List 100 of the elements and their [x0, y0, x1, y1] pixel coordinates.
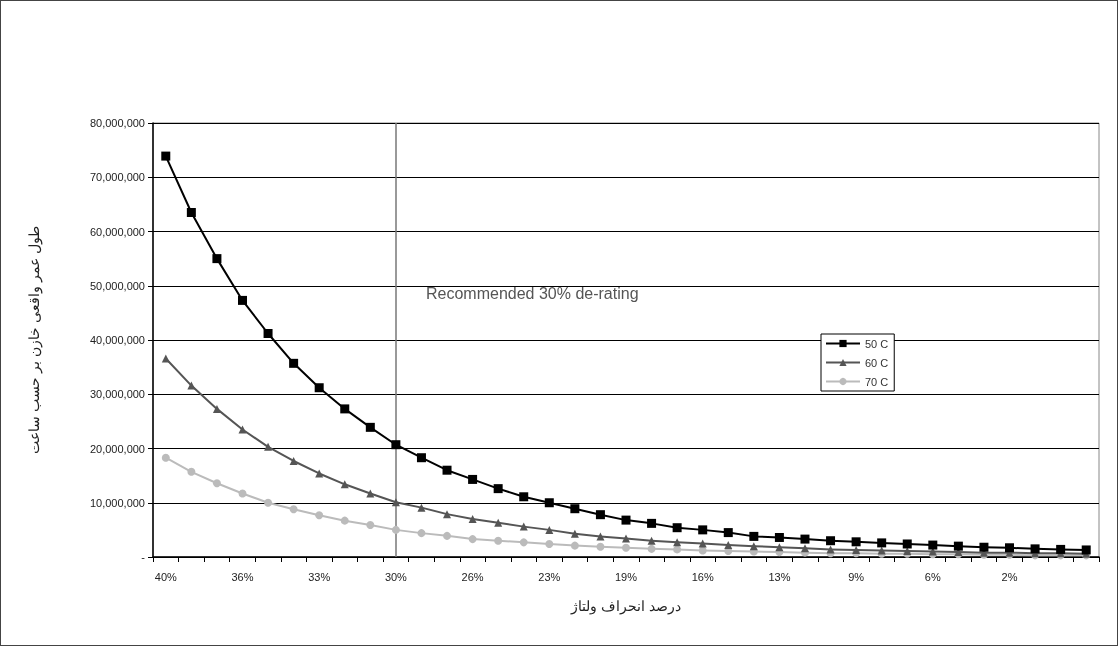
- point: [314, 383, 324, 393]
- point: [237, 295, 247, 305]
- point: [622, 543, 630, 552]
- x-tick-label: 16%: [691, 570, 714, 583]
- point: [494, 536, 503, 545]
- point: [416, 453, 426, 463]
- point: [647, 544, 656, 553]
- x-tick-label: 40%: [154, 570, 177, 583]
- x-tick-label: 19%: [614, 570, 638, 583]
- point: [647, 536, 656, 545]
- point: [979, 542, 989, 552]
- point: [366, 520, 375, 529]
- point: [698, 525, 708, 535]
- y-axis-title: طول عمر واقعی خازن بر حسب ساعت: [26, 226, 43, 454]
- legend-label: 60 C: [865, 356, 889, 369]
- point: [774, 532, 784, 542]
- point: [1081, 545, 1091, 555]
- point: [263, 328, 273, 338]
- point: [672, 523, 682, 533]
- point: [391, 440, 401, 450]
- point: [187, 467, 196, 476]
- point: [519, 538, 528, 547]
- legend-label: 70 C: [865, 375, 889, 388]
- point: [826, 545, 835, 554]
- point: [289, 505, 298, 514]
- point: [443, 510, 452, 519]
- x-axis-title: درصد انحراف ولتاژ: [570, 598, 681, 615]
- point: [851, 537, 861, 547]
- point: [494, 518, 503, 527]
- point: [595, 510, 605, 520]
- point: [647, 518, 657, 528]
- point: [953, 541, 963, 551]
- point: [289, 456, 298, 465]
- point: [238, 425, 247, 434]
- point: [826, 536, 836, 546]
- point: [775, 543, 784, 552]
- y-tick-label: 30,000,000: [89, 388, 145, 401]
- y-tick-label: 70,000,000: [89, 171, 145, 184]
- point: [570, 504, 580, 514]
- point: [161, 151, 171, 161]
- point: [596, 542, 605, 551]
- point: [852, 545, 861, 554]
- point: [315, 511, 324, 520]
- point: [493, 484, 503, 494]
- y-tick-label: 80,000,000: [89, 117, 145, 129]
- point: [570, 529, 579, 538]
- y-tick-label: 60,000,000: [89, 225, 145, 238]
- point: [749, 531, 759, 541]
- point: [902, 539, 912, 549]
- point: [545, 539, 554, 548]
- point: [417, 529, 426, 538]
- x-tick-label: 9%: [848, 570, 865, 583]
- x-tick-label: 36%: [231, 570, 254, 583]
- legend-label: 50 C: [865, 337, 889, 350]
- point: [161, 453, 170, 462]
- point: [212, 404, 221, 413]
- x-tick-label: 2%: [1001, 570, 1018, 583]
- point: [212, 254, 222, 264]
- point: [1030, 544, 1040, 554]
- point: [391, 498, 400, 507]
- point: [544, 498, 554, 508]
- point: [621, 515, 631, 525]
- point: [519, 492, 529, 502]
- point: [366, 489, 375, 498]
- point: [264, 442, 273, 451]
- point: [186, 208, 196, 218]
- point: [928, 540, 938, 550]
- point: [289, 358, 299, 368]
- y-tick-label: 50,000,000: [89, 279, 145, 292]
- point: [468, 515, 477, 524]
- point: [877, 538, 887, 548]
- point: [468, 535, 477, 544]
- point: [1056, 544, 1066, 554]
- point: [570, 541, 579, 550]
- point: [238, 489, 247, 498]
- point: [800, 534, 810, 544]
- point: [519, 522, 528, 531]
- annotation: Recommended 30% de-rating: [426, 284, 639, 302]
- point: [340, 404, 350, 414]
- y-tick-label: 10,000,000: [89, 496, 145, 509]
- x-tick-label: 33%: [308, 570, 331, 583]
- point: [749, 542, 758, 551]
- point: [365, 422, 375, 432]
- point: [673, 545, 682, 554]
- x-tick-label: 26%: [461, 570, 484, 583]
- point: [1005, 543, 1015, 553]
- point: [391, 525, 400, 534]
- point: [468, 474, 478, 484]
- x-tick-label: 13%: [768, 570, 791, 583]
- point: [264, 498, 273, 507]
- x-tick-label: 6%: [924, 570, 941, 583]
- point: [340, 516, 349, 525]
- y-tick-label: 20,000,000: [89, 442, 145, 455]
- point: [212, 479, 221, 488]
- point: [800, 544, 809, 553]
- point: [187, 381, 196, 390]
- x-tick-label: 23%: [538, 570, 561, 583]
- x-tick-label: 30%: [384, 570, 408, 583]
- point: [545, 525, 554, 534]
- point: [698, 546, 707, 555]
